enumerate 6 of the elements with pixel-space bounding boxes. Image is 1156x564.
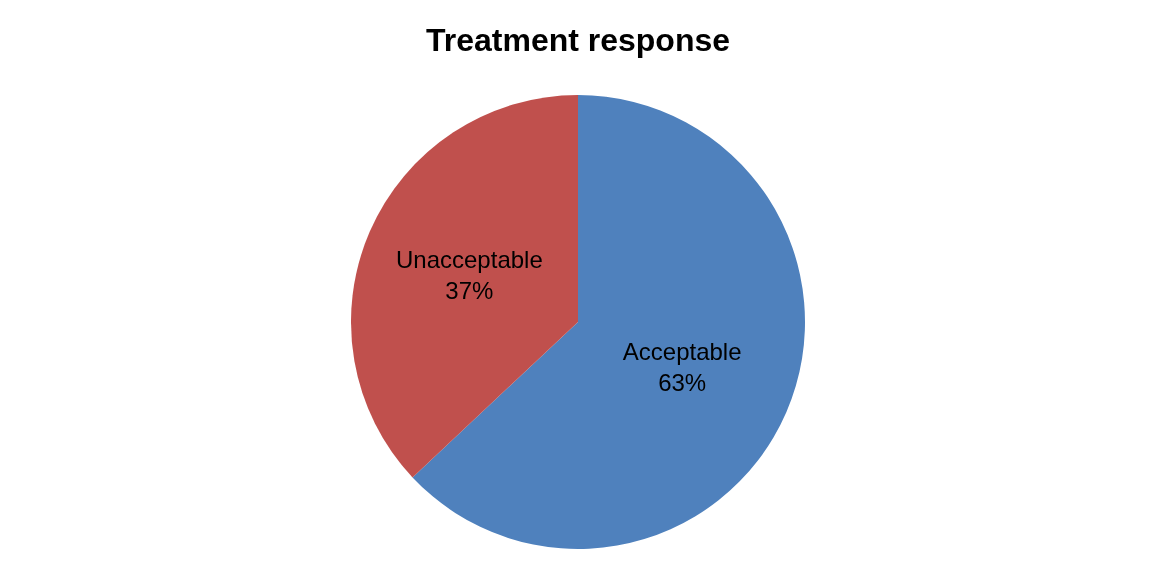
data-label: 63% [658, 369, 707, 397]
pie-slice [351, 95, 578, 478]
chart-title: Treatment response [425, 21, 731, 58]
slice-label: Acceptable [622, 337, 742, 365]
slice-label: Unacceptable [395, 245, 543, 273]
data-label: 37% [445, 277, 494, 305]
